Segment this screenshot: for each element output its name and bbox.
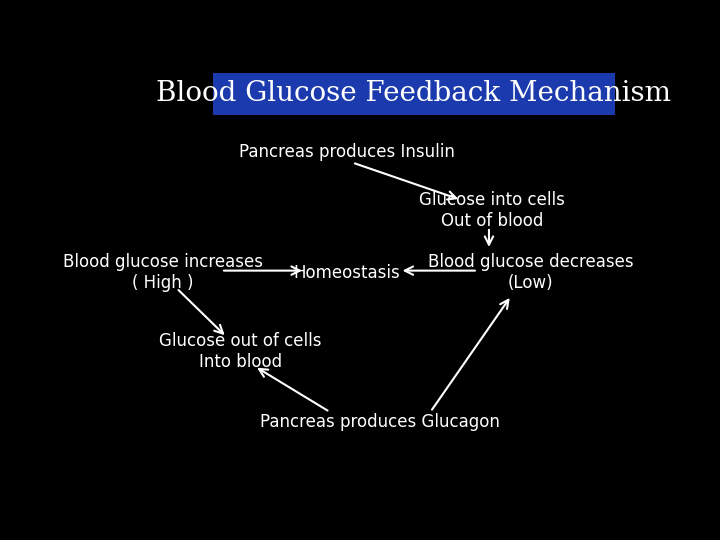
Text: Blood Glucose Feedback Mechanism: Blood Glucose Feedback Mechanism [156, 80, 671, 107]
Text: Blood glucose increases
( High ): Blood glucose increases ( High ) [63, 253, 263, 292]
Text: Glucose into cells
Out of blood: Glucose into cells Out of blood [419, 191, 564, 230]
FancyBboxPatch shape [213, 73, 615, 114]
Text: Pancreas produces Glucagon: Pancreas produces Glucagon [260, 414, 500, 431]
Text: Pancreas produces Insulin: Pancreas produces Insulin [239, 143, 454, 161]
Text: Glucose out of cells
Into blood: Glucose out of cells Into blood [159, 332, 322, 371]
Text: Blood glucose decreases
(Low): Blood glucose decreases (Low) [428, 253, 634, 292]
Text: Homeostasis: Homeostasis [293, 264, 400, 282]
